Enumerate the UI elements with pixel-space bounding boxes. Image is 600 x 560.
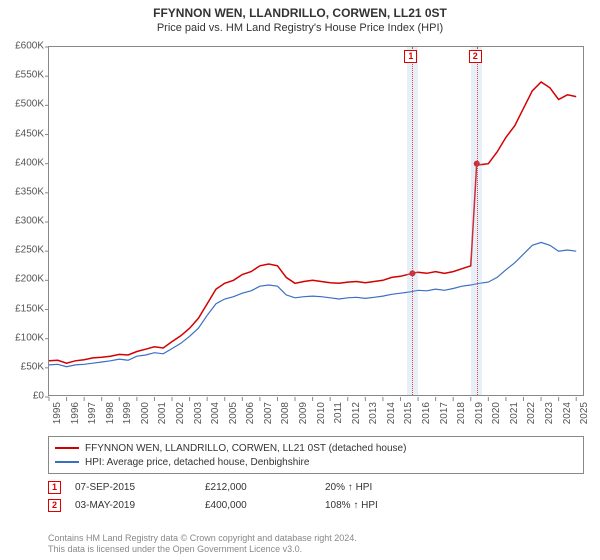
sale-dot	[409, 270, 415, 276]
legend-swatch	[55, 461, 79, 463]
x-tick-label: 2021	[509, 402, 520, 424]
x-tick-label: 2016	[421, 402, 432, 424]
x-tick-label: 2023	[544, 402, 555, 424]
x-tick-label: 2009	[298, 402, 309, 424]
series-line	[49, 82, 576, 363]
legend: FFYNNON WEN, LLANDRILLO, CORWEN, LL21 0S…	[48, 436, 584, 474]
sale-price: £400,000	[205, 500, 325, 511]
y-tick-label: £400K	[4, 157, 44, 168]
chart-title: FFYNNON WEN, LLANDRILLO, CORWEN, LL21 0S…	[0, 0, 600, 20]
x-tick-label: 1999	[122, 402, 133, 424]
sale-date: 03-MAY-2019	[75, 500, 205, 511]
x-tick-label: 1998	[105, 402, 116, 424]
y-tick-label: £350K	[4, 186, 44, 197]
sale-hpi: 20% ↑ HPI	[325, 482, 465, 493]
sale-row: 1 07-SEP-2015 £212,000 20% ↑ HPI	[48, 478, 584, 496]
y-tick-label: £500K	[4, 99, 44, 110]
x-tick-label: 2006	[245, 402, 256, 424]
x-tick-label: 2000	[140, 402, 151, 424]
x-tick-label: 2014	[386, 402, 397, 424]
x-tick-label: 2022	[526, 402, 537, 424]
chart-subtitle: Price paid vs. HM Land Registry's House …	[0, 20, 600, 38]
plot-svg	[49, 47, 585, 397]
legend-item: FFYNNON WEN, LLANDRILLO, CORWEN, LL21 0S…	[55, 441, 577, 455]
x-tick-label: 2002	[175, 402, 186, 424]
sale-table: 1 07-SEP-2015 £212,000 20% ↑ HPI 2 03-MA…	[48, 478, 584, 514]
y-tick-label: £0	[4, 391, 44, 402]
x-tick-label: 2025	[579, 402, 590, 424]
footnote-line: Contains HM Land Registry data © Crown c…	[48, 533, 357, 543]
x-tick-label: 2010	[316, 402, 327, 424]
y-tick-label: £200K	[4, 274, 44, 285]
x-tick-label: 2013	[368, 402, 379, 424]
footnote-line: This data is licensed under the Open Gov…	[48, 544, 302, 554]
x-tick-label: 2005	[228, 402, 239, 424]
sale-marker-box: 1	[404, 50, 417, 63]
sale-price: £212,000	[205, 482, 325, 493]
x-tick-label: 2024	[562, 402, 573, 424]
sale-date: 07-SEP-2015	[75, 482, 205, 493]
chart-container: FFYNNON WEN, LLANDRILLO, CORWEN, LL21 0S…	[0, 0, 600, 560]
sale-marker-box: 2	[469, 50, 482, 63]
sale-marker-box: 1	[48, 481, 61, 494]
y-tick-label: £150K	[4, 303, 44, 314]
y-tick-label: £300K	[4, 216, 44, 227]
x-tick-label: 2001	[157, 402, 168, 424]
x-tick-label: 2020	[491, 402, 502, 424]
legend-item: HPI: Average price, detached house, Denb…	[55, 455, 577, 469]
x-tick-label: 2011	[333, 402, 344, 424]
x-tick-label: 2008	[280, 402, 291, 424]
y-tick-label: £550K	[4, 70, 44, 81]
plot-area	[48, 46, 584, 396]
y-tick-label: £250K	[4, 245, 44, 256]
sale-row: 2 03-MAY-2019 £400,000 108% ↑ HPI	[48, 496, 584, 514]
x-tick-label: 2017	[439, 402, 450, 424]
x-tick-label: 2019	[474, 402, 485, 424]
x-tick-label: 2015	[403, 402, 414, 424]
x-tick-label: 2018	[456, 402, 467, 424]
y-tick-label: £100K	[4, 332, 44, 343]
x-tick-label: 1997	[87, 402, 98, 424]
series-line	[49, 242, 576, 366]
x-tick-label: 2012	[351, 402, 362, 424]
x-tick-label: 2004	[210, 402, 221, 424]
sale-marker-box: 2	[48, 499, 61, 512]
x-tick-label: 1995	[52, 402, 63, 424]
y-tick-label: £50K	[4, 361, 44, 372]
footnote: Contains HM Land Registry data © Crown c…	[48, 533, 357, 556]
legend-label: FFYNNON WEN, LLANDRILLO, CORWEN, LL21 0S…	[85, 443, 406, 454]
sale-dot	[474, 161, 480, 167]
y-tick-label: £600K	[4, 41, 44, 52]
legend-swatch	[55, 447, 79, 449]
legend-label: HPI: Average price, detached house, Denb…	[85, 457, 309, 468]
x-tick-label: 1996	[70, 402, 81, 424]
y-tick-label: £450K	[4, 128, 44, 139]
sale-hpi: 108% ↑ HPI	[325, 500, 465, 511]
x-tick-label: 2003	[193, 402, 204, 424]
x-tick-label: 2007	[263, 402, 274, 424]
